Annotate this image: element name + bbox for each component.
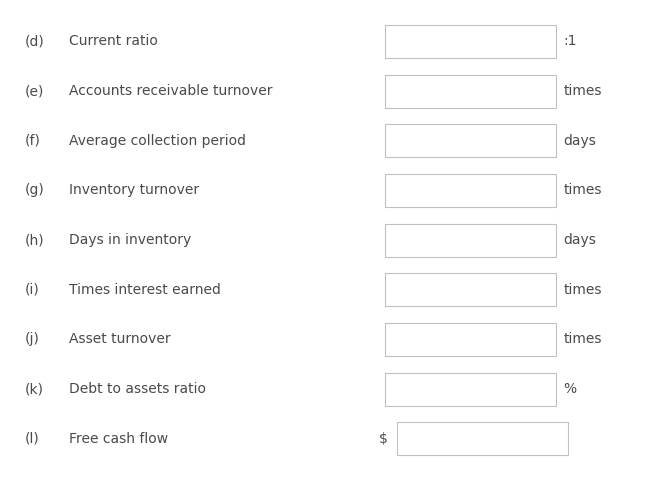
Text: Inventory turnover: Inventory turnover <box>69 184 199 197</box>
Text: $: $ <box>379 432 388 446</box>
Text: Accounts receivable turnover: Accounts receivable turnover <box>69 84 272 98</box>
Text: Asset turnover: Asset turnover <box>69 333 170 346</box>
Bar <box>385 373 556 406</box>
Text: Days in inventory: Days in inventory <box>69 233 191 247</box>
Text: (h): (h) <box>25 233 45 247</box>
Text: Free cash flow: Free cash flow <box>69 432 168 446</box>
Text: %: % <box>563 382 576 396</box>
Text: Current ratio: Current ratio <box>69 35 158 48</box>
Text: times: times <box>563 283 602 297</box>
Text: Debt to assets ratio: Debt to assets ratio <box>69 382 206 396</box>
Text: (d): (d) <box>25 35 45 48</box>
Bar <box>397 422 568 455</box>
Bar <box>385 174 556 207</box>
Text: (f): (f) <box>25 134 41 148</box>
Text: times: times <box>563 333 602 346</box>
Bar <box>385 323 556 356</box>
Text: Average collection period: Average collection period <box>69 134 246 148</box>
Bar <box>385 124 556 157</box>
Text: (l): (l) <box>25 432 39 446</box>
Text: (i): (i) <box>25 283 39 297</box>
Text: :1: :1 <box>563 35 577 48</box>
Text: Times interest earned: Times interest earned <box>69 283 221 297</box>
Bar <box>385 75 556 108</box>
Bar <box>385 25 556 58</box>
Text: (j): (j) <box>25 333 40 346</box>
Bar <box>385 273 556 306</box>
Bar <box>385 224 556 257</box>
Text: (e): (e) <box>25 84 44 98</box>
Text: times: times <box>563 84 602 98</box>
Text: (k): (k) <box>25 382 44 396</box>
Text: days: days <box>563 134 596 148</box>
Text: times: times <box>563 184 602 197</box>
Text: days: days <box>563 233 596 247</box>
Text: (g): (g) <box>25 184 45 197</box>
